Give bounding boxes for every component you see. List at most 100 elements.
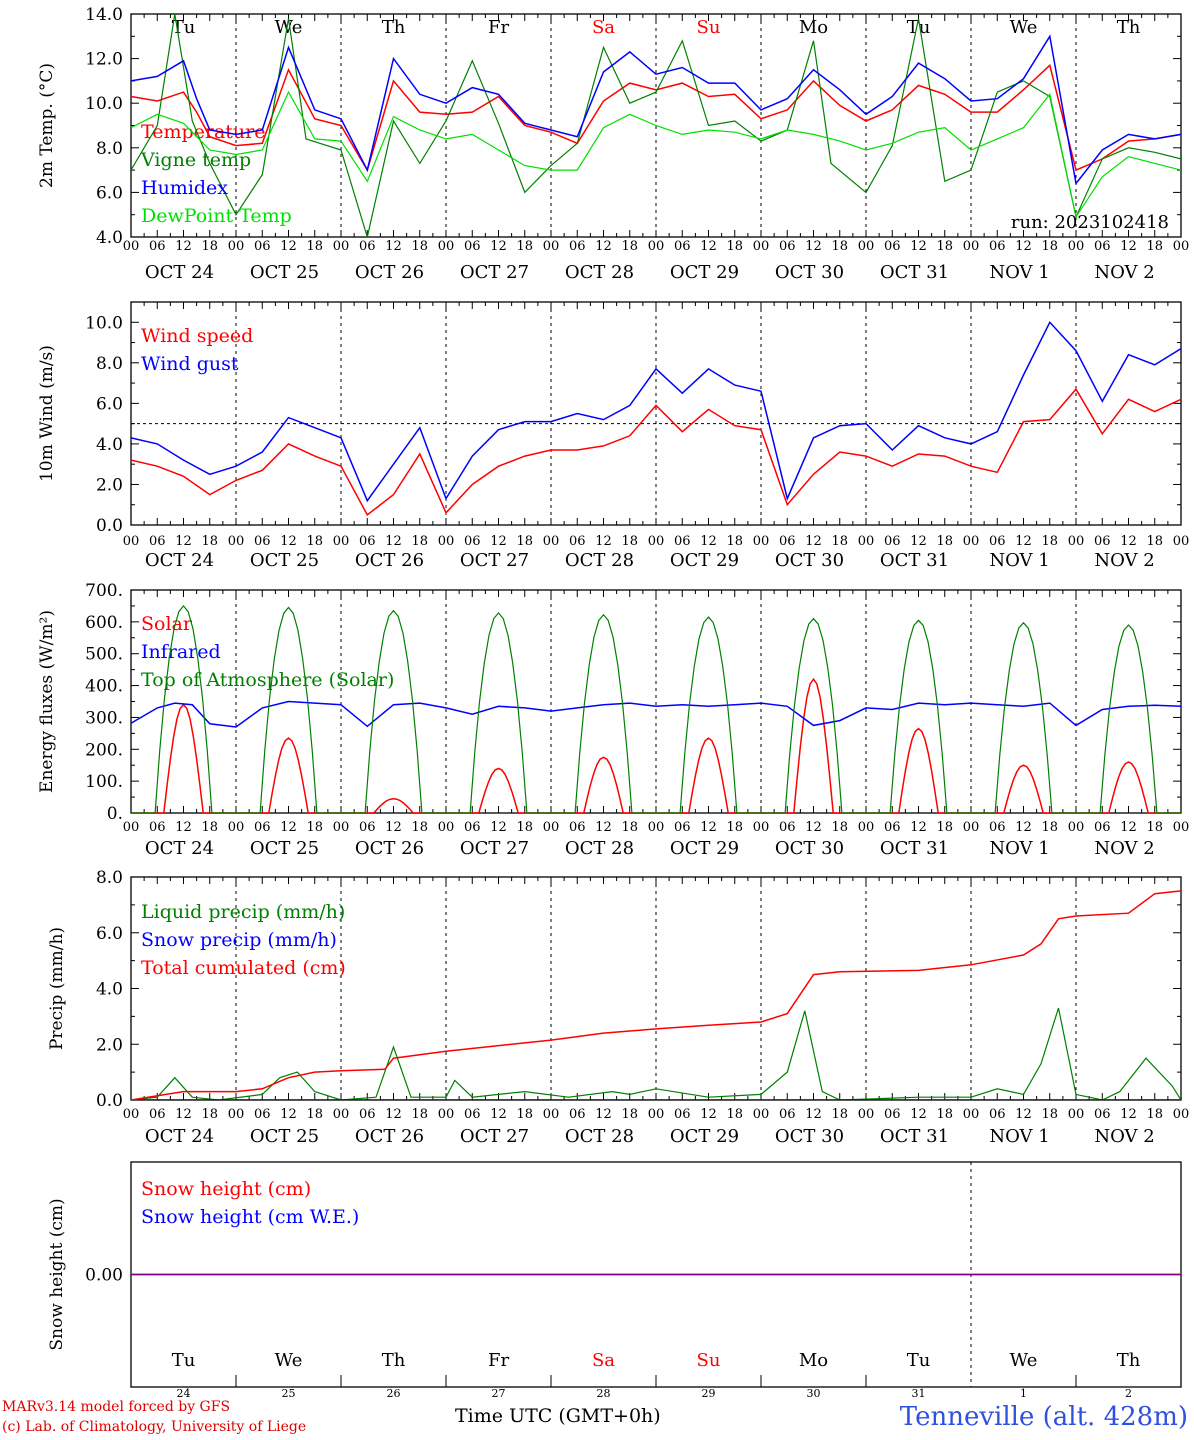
hour-tick-label: 12 bbox=[280, 534, 297, 549]
hour-tick-label: 00 bbox=[228, 239, 245, 254]
day-number-label: 1 bbox=[1020, 1387, 1027, 1400]
hour-tick-label: 12 bbox=[595, 534, 612, 549]
hour-tick-label: 00 bbox=[1173, 820, 1190, 835]
chart-panel-3: 0. 100. 200. 300. 400. 500. 600. 700. Energy flu… bbox=[37, 581, 1189, 859]
y-axis-label: Snow height (cm) bbox=[47, 1198, 67, 1350]
date-label: OCT 24 bbox=[145, 1126, 214, 1147]
hour-tick-label: 06 bbox=[1094, 239, 1111, 254]
legend-entry: Snow precip (mm/h) bbox=[141, 929, 337, 951]
y-tick-label: 0.0 bbox=[96, 516, 123, 536]
hour-tick-label: 18 bbox=[831, 820, 848, 835]
date-label: OCT 30 bbox=[775, 838, 844, 859]
date-label: OCT 31 bbox=[880, 550, 949, 571]
date-label: NOV 2 bbox=[1094, 550, 1154, 571]
hour-tick-label: 18 bbox=[411, 534, 428, 549]
hour-tick-label: 12 bbox=[280, 820, 297, 835]
y-tick-label: 4.0 bbox=[96, 980, 123, 1000]
y-tick-label: 12.0 bbox=[85, 50, 123, 70]
hour-tick-label: 18 bbox=[306, 1107, 323, 1122]
y-tick-label: 300. bbox=[85, 708, 123, 728]
hour-tick-label: 00 bbox=[1068, 1107, 1085, 1122]
hour-tick-label: 06 bbox=[464, 820, 481, 835]
date-label: OCT 27 bbox=[460, 262, 529, 283]
date-label: NOV 1 bbox=[989, 262, 1049, 283]
y-tick-label: 200. bbox=[85, 740, 123, 760]
hour-tick-label: 12 bbox=[805, 1107, 822, 1122]
hour-tick-label: 06 bbox=[674, 1107, 691, 1122]
date-label: OCT 28 bbox=[565, 550, 634, 571]
legend-entry: Wind speed bbox=[141, 325, 253, 347]
hour-tick-label: 06 bbox=[989, 1107, 1006, 1122]
y-tick-label: 10.0 bbox=[85, 313, 123, 333]
hour-tick-label: 18 bbox=[306, 239, 323, 254]
weekday-label: Mo bbox=[799, 1350, 828, 1371]
date-label: OCT 31 bbox=[880, 1126, 949, 1147]
series-line-solar bbox=[131, 677, 1181, 813]
hour-tick-label: 12 bbox=[1015, 1107, 1032, 1122]
weekday-label: Th bbox=[1117, 1350, 1141, 1371]
date-label: NOV 2 bbox=[1094, 262, 1154, 283]
hour-tick-label: 06 bbox=[149, 820, 166, 835]
hour-tick-label: 06 bbox=[779, 820, 796, 835]
y-tick-label: 0.0 bbox=[96, 1091, 123, 1111]
hour-tick-label: 00 bbox=[858, 820, 875, 835]
hour-tick-label: 00 bbox=[753, 1107, 770, 1122]
hour-tick-label: 12 bbox=[910, 820, 927, 835]
day-number-label: 2 bbox=[1125, 1387, 1132, 1400]
hour-tick-label: 18 bbox=[726, 239, 743, 254]
hour-tick-label: 00 bbox=[1068, 534, 1085, 549]
hour-tick-label: 18 bbox=[1146, 820, 1163, 835]
hour-tick-label: 06 bbox=[464, 1107, 481, 1122]
date-label: NOV 2 bbox=[1094, 1126, 1154, 1147]
y-tick-label: 4.0 bbox=[96, 228, 123, 248]
x-axis-title: Time UTC (GMT+0h) bbox=[455, 1405, 661, 1427]
model-credit: MARv3.14 model forced by GFS bbox=[2, 1399, 231, 1415]
hour-tick-label: 12 bbox=[280, 1107, 297, 1122]
hour-tick-label: 00 bbox=[648, 1107, 665, 1122]
y-tick-label: 100. bbox=[85, 772, 123, 792]
hour-tick-label: 18 bbox=[831, 239, 848, 254]
hour-tick-label: 12 bbox=[1015, 239, 1032, 254]
hour-tick-label: 00 bbox=[543, 534, 560, 549]
weekday-label: We bbox=[1010, 1350, 1038, 1371]
hour-tick-label: 00 bbox=[543, 1107, 560, 1122]
weekday-label: Su bbox=[697, 17, 721, 38]
hour-tick-label: 06 bbox=[569, 1107, 586, 1122]
hour-tick-label: 00 bbox=[1068, 820, 1085, 835]
hour-tick-label: 06 bbox=[359, 1107, 376, 1122]
hour-tick-label: 12 bbox=[1120, 1107, 1137, 1122]
hour-tick-label: 18 bbox=[621, 820, 638, 835]
date-label: OCT 26 bbox=[355, 550, 424, 571]
hour-tick-label: 18 bbox=[621, 534, 638, 549]
hour-tick-label: 06 bbox=[779, 534, 796, 549]
hour-tick-label: 12 bbox=[385, 1107, 402, 1122]
legend-entry: DewPoint Temp bbox=[141, 205, 292, 227]
hour-tick-label: 06 bbox=[464, 239, 481, 254]
hour-tick-label: 06 bbox=[359, 534, 376, 549]
hour-tick-label: 00 bbox=[963, 239, 980, 254]
date-label: OCT 24 bbox=[145, 550, 214, 571]
series-line-vigne-temp bbox=[131, 14, 1181, 237]
date-label: OCT 29 bbox=[670, 550, 739, 571]
y-axis-label: Energy fluxes (W/m²) bbox=[37, 610, 57, 793]
day-number-label: 29 bbox=[702, 1387, 716, 1400]
hour-tick-label: 00 bbox=[858, 239, 875, 254]
hour-tick-label: 12 bbox=[700, 534, 717, 549]
hour-tick-label: 18 bbox=[516, 534, 533, 549]
hour-tick-label: 00 bbox=[648, 820, 665, 835]
series-line-humidex bbox=[131, 34, 1181, 186]
y-tick-label: 500. bbox=[85, 645, 123, 665]
hour-tick-label: 06 bbox=[359, 239, 376, 254]
hour-tick-label: 06 bbox=[254, 239, 271, 254]
y-axis-label: Precip (mm/h) bbox=[47, 927, 67, 1050]
hour-tick-label: 00 bbox=[543, 239, 560, 254]
chart-panel-1: 4.0 6.0 8.0 10.0 12.0 14.0 2m Temp. (°C) Tu We Th… bbox=[37, 5, 1189, 283]
y-tick-label: 6.0 bbox=[96, 924, 123, 944]
series-line-total-cumulated-cm- bbox=[131, 890, 1181, 1100]
hour-tick-label: 18 bbox=[621, 239, 638, 254]
hour-tick-label: 18 bbox=[516, 1107, 533, 1122]
hour-tick-label: 18 bbox=[1041, 1107, 1058, 1122]
hour-tick-label: 00 bbox=[438, 1107, 455, 1122]
weekday-label: Tu bbox=[907, 1350, 931, 1371]
weekday-label: We bbox=[1010, 17, 1038, 38]
